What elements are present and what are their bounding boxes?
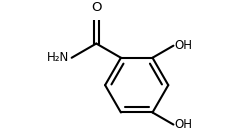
Text: OH: OH — [174, 118, 192, 131]
Text: O: O — [91, 1, 102, 14]
Text: H₂N: H₂N — [46, 51, 69, 64]
Text: OH: OH — [174, 39, 192, 52]
